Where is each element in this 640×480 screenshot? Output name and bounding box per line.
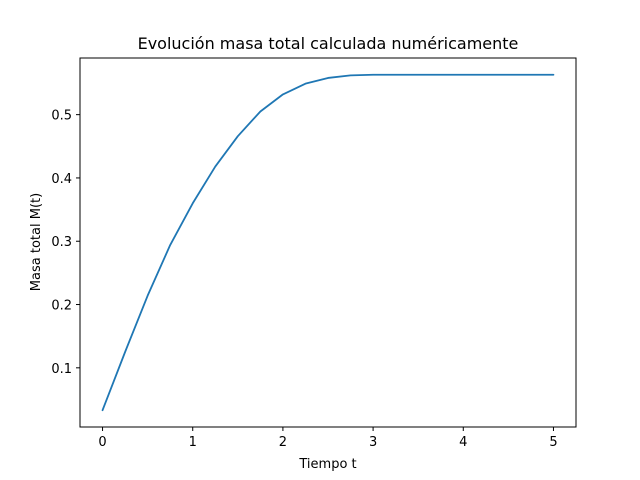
y-tick-label: 0.1 xyxy=(51,362,72,377)
x-tick-label: 5 xyxy=(549,435,557,450)
y-tick-label: 0.5 xyxy=(51,109,72,124)
plot-frame xyxy=(79,57,577,428)
x-tick-label: 3 xyxy=(369,435,377,450)
y-tick-label: 0.2 xyxy=(51,299,72,314)
y-tick-label: 0.4 xyxy=(51,172,72,187)
y-axis-label: Masa total M(t) xyxy=(29,193,44,291)
x-tick-label: 1 xyxy=(189,435,197,450)
series-line xyxy=(101,73,555,412)
y-axis: 0.1 0.2 0.3 0.4 0.5 xyxy=(51,109,80,377)
chart-title: Evolución masa total calculada numéricam… xyxy=(138,34,519,53)
x-axis-label: Tiempo t xyxy=(298,457,356,472)
x-tick-label: 2 xyxy=(279,435,287,450)
x-tick-label: 4 xyxy=(459,435,467,450)
x-tick-label: 0 xyxy=(98,435,106,450)
x-axis: 0 1 2 3 4 5 xyxy=(98,427,558,450)
y-tick-label: 0.3 xyxy=(51,235,72,250)
